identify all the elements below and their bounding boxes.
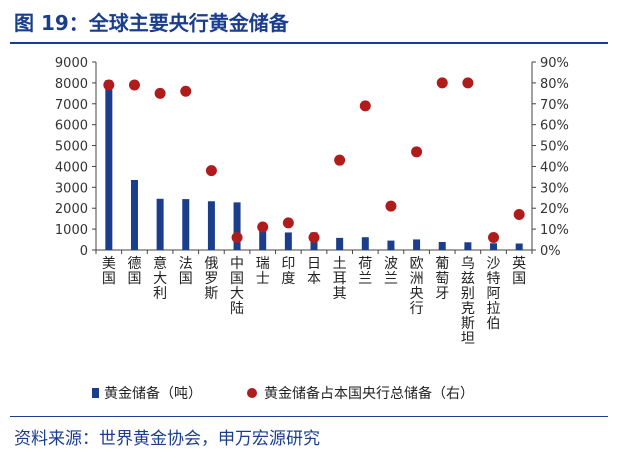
title-divider [10, 42, 608, 44]
y-right-tick-label: 90% [540, 56, 569, 71]
x-tick-label: 意大利 [153, 255, 167, 302]
y-left-tick-label: 2000 [55, 202, 88, 217]
legend-label-scatter: 黄金储备占本国央行总储备（右） [264, 385, 474, 402]
y-left-tick-label: 8000 [55, 77, 88, 92]
bar [464, 242, 472, 250]
y-left-tick-label: 6000 [55, 119, 88, 134]
bar [207, 201, 215, 250]
y-left-tick-label: 9000 [55, 56, 88, 71]
chart-legend: 黄金储备（吨） 黄金储备占本国央行总储备（右） [92, 385, 474, 402]
x-tick-label: 日本 [307, 256, 321, 287]
scatter-point [282, 217, 294, 229]
scatter-point [462, 77, 474, 89]
y-right-tick-label: 10% [540, 223, 569, 238]
x-tick-label: 英国 [512, 255, 526, 287]
scatter-point [154, 87, 166, 99]
x-tick-label: 德国 [127, 256, 141, 287]
bar [284, 232, 292, 250]
scatter-point [488, 231, 500, 243]
y-left-tick-label: 1000 [55, 223, 88, 238]
scatter-point [513, 208, 525, 220]
x-tick-label: 俄罗斯 [204, 256, 218, 302]
scatter-point [128, 79, 140, 91]
scatter-point [411, 146, 423, 158]
bar [130, 179, 138, 250]
legend-label-bar: 黄金储备（吨） [104, 385, 202, 402]
x-tick-label: 葡萄牙 [435, 256, 449, 302]
y-left-tick-label: 4000 [55, 160, 88, 175]
bar [182, 199, 190, 250]
y-right-tick-label: 30% [540, 181, 569, 196]
scatter-point [180, 85, 192, 97]
scatter-point [308, 231, 320, 243]
legend-swatch-scatter [247, 388, 257, 398]
source-divider [10, 416, 608, 417]
source-note: 资料来源：世界黄金协会，申万宏源研究 [14, 429, 320, 449]
y-left-tick-label: 3000 [55, 181, 88, 196]
y-right-tick-label: 70% [540, 98, 569, 113]
scatter-point [257, 221, 269, 233]
bar [105, 80, 113, 251]
scatter-point [103, 79, 115, 91]
scatter-point [436, 77, 448, 89]
y-right-tick-label: 40% [540, 160, 569, 175]
x-tick-label: 欧洲央行 [410, 256, 424, 317]
y-right-tick-label: 50% [540, 140, 569, 155]
category-labels: 美国德国意大利法国俄罗斯中国大陆瑞士印度日本土耳其荷兰波兰欧洲央行葡萄牙乌兹别克… [102, 255, 526, 347]
y-left-tick-label: 5000 [55, 140, 88, 155]
x-tick-label: 沙特阿拉伯 [487, 256, 501, 332]
y-left-tick-label: 7000 [55, 98, 88, 113]
scatter-point [231, 231, 243, 243]
bar [413, 239, 421, 250]
scatter-point [205, 165, 217, 177]
x-tick-label: 美国 [102, 256, 116, 287]
legend-swatch-bar [92, 388, 99, 398]
x-tick-label: 法国 [179, 256, 193, 287]
bar [336, 237, 344, 250]
bar [156, 198, 164, 250]
x-tick-label: 波兰 [384, 256, 398, 287]
x-tick-label: 中国大陆 [230, 256, 244, 317]
bar [233, 202, 241, 250]
bar [515, 243, 523, 250]
y-right-tick-label: 80% [540, 77, 569, 92]
scatter-series [103, 77, 525, 243]
chart-title: 图 19：全球主要央行黄金储备 [14, 11, 289, 35]
bar [438, 241, 446, 250]
x-tick-label: 乌兹别克斯坦 [461, 256, 475, 347]
x-tick-label: 荷兰 [358, 256, 372, 287]
bar [490, 243, 498, 250]
y-right-tick-label: 20% [540, 202, 569, 217]
x-tick-label: 土耳其 [333, 256, 347, 302]
chart-axes: 0 1000 2000 3000 4000 5000 6000 7000 8000 9000 0% 1… [55, 56, 569, 259]
y-right-tick-label: 60% [540, 119, 569, 134]
x-tick-label: 印度 [281, 256, 295, 287]
scatter-point [334, 154, 346, 166]
bar [259, 228, 267, 250]
scatter-point [359, 100, 371, 112]
y-left-tick-label: 0 [80, 244, 88, 259]
bar [387, 240, 395, 250]
x-tick-label: 瑞士 [256, 256, 270, 287]
bar-series [105, 80, 523, 251]
scatter-point [385, 200, 397, 212]
y-right-tick-label: 0% [540, 244, 561, 259]
bar [361, 237, 369, 250]
